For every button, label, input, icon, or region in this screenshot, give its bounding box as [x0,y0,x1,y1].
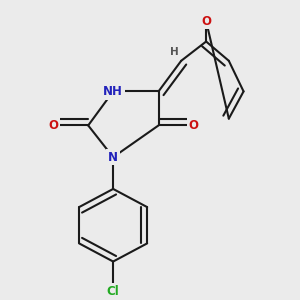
Text: O: O [189,119,199,132]
Text: O: O [201,15,211,28]
Text: O: O [48,119,58,132]
Text: NH: NH [103,85,123,98]
Text: Cl: Cl [107,284,119,298]
Text: N: N [108,151,118,164]
Text: H: H [170,47,179,57]
